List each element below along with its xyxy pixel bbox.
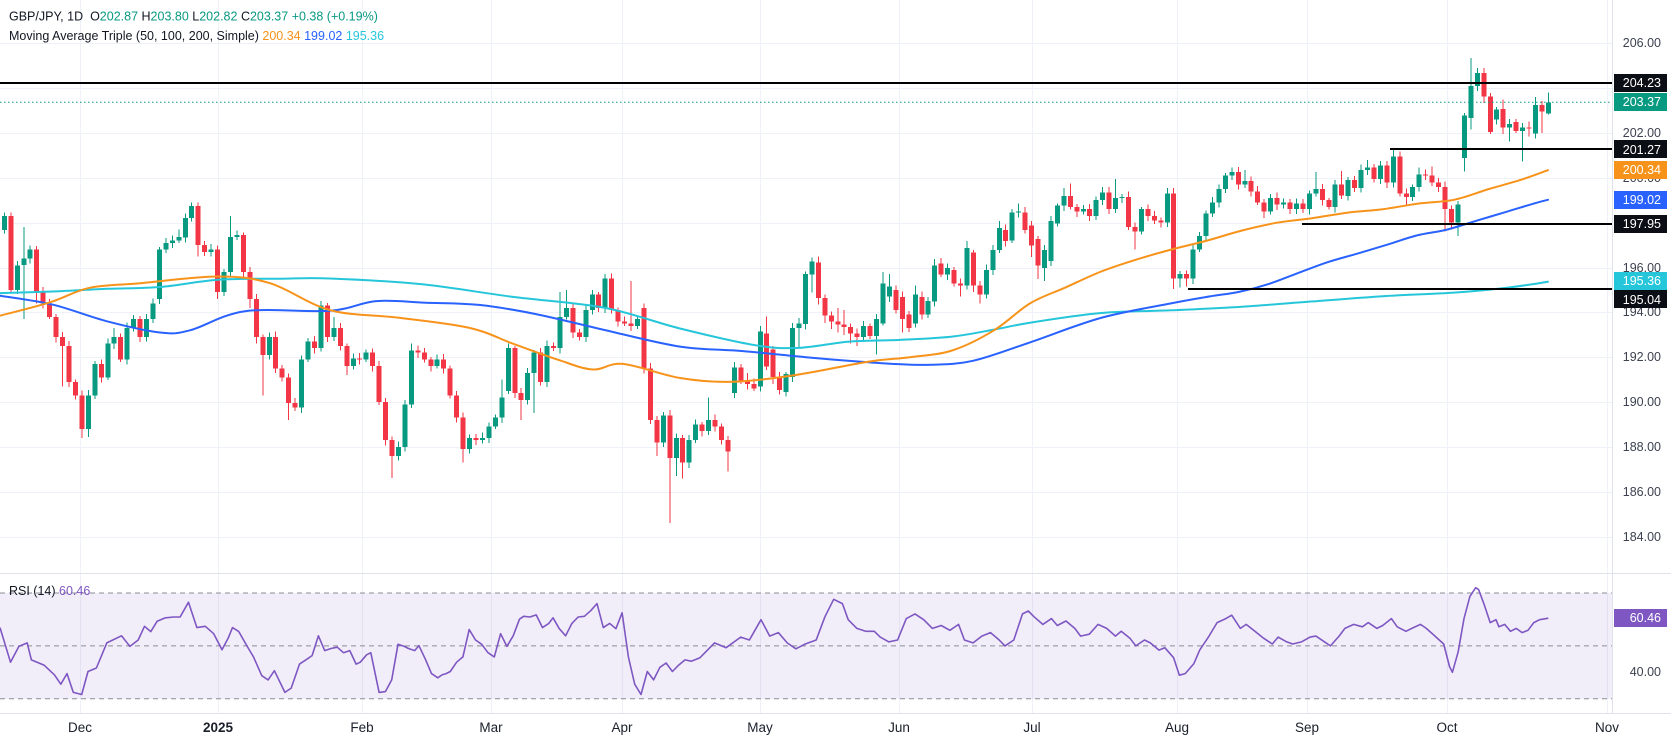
svg-text:197.95: 197.95 (1623, 217, 1661, 231)
svg-text:192.00: 192.00 (1623, 350, 1661, 364)
svg-text:184.00: 184.00 (1623, 530, 1661, 544)
svg-text:Moving Average Triple (50, 100: Moving Average Triple (50, 100, 200, Sim… (9, 29, 384, 43)
svg-text:188.00: 188.00 (1623, 440, 1661, 454)
svg-text:May: May (747, 720, 773, 735)
svg-text:195.36: 195.36 (1623, 274, 1661, 288)
svg-text:Mar: Mar (479, 720, 503, 735)
svg-text:RSI (14) 60.46: RSI (14) 60.46 (9, 584, 90, 598)
svg-text:Sep: Sep (1295, 720, 1319, 735)
svg-text:Nov: Nov (1595, 720, 1619, 735)
svg-text:Oct: Oct (1436, 720, 1457, 735)
svg-text:202.00: 202.00 (1623, 126, 1661, 140)
svg-text:199.02: 199.02 (1623, 193, 1661, 207)
svg-text:40.00: 40.00 (1630, 665, 1661, 679)
svg-text:186.00: 186.00 (1623, 485, 1661, 499)
svg-text:Apr: Apr (611, 720, 633, 735)
svg-text:195.04: 195.04 (1623, 293, 1661, 307)
svg-text:201.27: 201.27 (1623, 143, 1661, 157)
svg-text:204.23: 204.23 (1623, 76, 1661, 90)
svg-text:Dec: Dec (68, 720, 92, 735)
svg-text:200.34: 200.34 (1623, 163, 1661, 177)
svg-text:196.00: 196.00 (1623, 261, 1661, 275)
svg-text:Jul: Jul (1023, 720, 1040, 735)
svg-text:2025: 2025 (203, 720, 234, 735)
svg-text:206.00: 206.00 (1623, 36, 1661, 50)
svg-text:194.00: 194.00 (1623, 305, 1661, 319)
svg-text:GBP/JPY, 1D O202.87 H203.80 L: GBP/JPY, 1D O202.87 H203.80 L202.82 C203… (9, 10, 378, 24)
svg-text:190.00: 190.00 (1623, 395, 1661, 409)
svg-text:Jun: Jun (888, 720, 910, 735)
svg-text:60.46: 60.46 (1630, 611, 1661, 625)
svg-text:Aug: Aug (1165, 720, 1189, 735)
svg-text:203.37: 203.37 (1623, 95, 1661, 109)
svg-text:Feb: Feb (350, 720, 373, 735)
